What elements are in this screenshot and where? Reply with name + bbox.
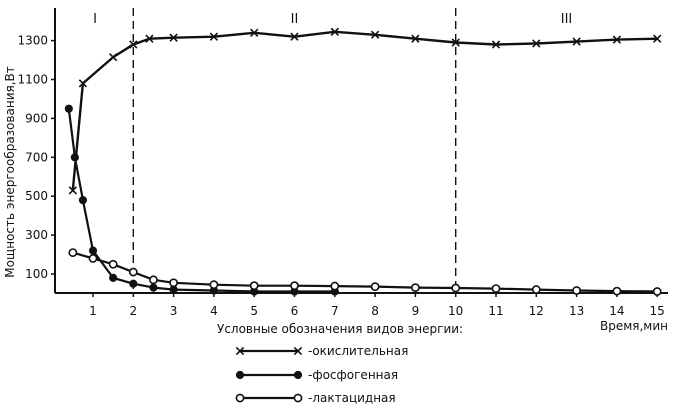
- open-circle-marker: [370, 282, 380, 292]
- open-circle-marker: [612, 286, 622, 296]
- x-tick-label: 11: [488, 304, 503, 318]
- phosphagen-series-line: [67, 108, 335, 293]
- filled-circle-marker: [129, 279, 138, 288]
- y-tick-label: 100: [25, 267, 48, 281]
- x-axis-label: Время,мин: [600, 319, 668, 333]
- open-circle-marker: [410, 283, 420, 293]
- open-circle-marker: [572, 286, 581, 295]
- legend-phosphagen: -фосфогенная: [235, 368, 398, 382]
- open-circle-marker: [290, 281, 299, 291]
- cross-marker: [491, 40, 501, 49]
- x-tick-label: 9: [412, 304, 420, 318]
- cross-marker: [290, 32, 299, 41]
- cross-marker: [532, 39, 541, 48]
- open-circle-marker: [451, 283, 461, 293]
- x-tick-label: 5: [250, 304, 258, 318]
- oxidative-series-line: [71, 30, 658, 191]
- x-tick-label: 4: [210, 304, 218, 318]
- y-tick-label: 1300: [17, 34, 48, 48]
- filled-circle-marker: [88, 246, 98, 255]
- cross-marker: [293, 346, 303, 356]
- x-tick-label: 8: [371, 304, 379, 318]
- cross-marker: [108, 52, 118, 62]
- open-circle-marker: [88, 254, 98, 263]
- x-tick-label: 7: [331, 304, 339, 318]
- filled-circle-marker: [293, 370, 303, 380]
- x-tick-label: 1: [89, 304, 97, 318]
- y-tick-label: 300: [25, 228, 48, 242]
- open-circle-marker: [108, 259, 118, 269]
- cross-marker: [250, 28, 259, 37]
- cross-marker: [612, 35, 622, 44]
- cross-marker: [68, 186, 78, 195]
- zone-label: II: [291, 12, 299, 27]
- open-circle-marker: [491, 284, 501, 293]
- open-circle-marker: [128, 267, 138, 277]
- x-tick-label: 6: [291, 304, 299, 318]
- open-circle-marker: [531, 285, 541, 294]
- x-tick-label: 2: [129, 304, 137, 318]
- zones-layer: I II III: [93, 8, 572, 293]
- legend-label: -окислительная: [308, 344, 408, 358]
- open-circle-marker: [652, 287, 662, 296]
- cross-marker: [411, 34, 420, 43]
- y-tick-label: 500: [25, 189, 48, 203]
- x-tick-label: 14: [609, 304, 624, 318]
- filled-circle-marker: [149, 283, 158, 292]
- cross-marker: [330, 27, 339, 37]
- x-tick-label: 12: [529, 304, 544, 318]
- cross-marker: [451, 38, 460, 47]
- legend-oxidative: -окислительная: [235, 344, 408, 358]
- zone-label: III: [561, 12, 573, 27]
- legend-label: -лактацидная: [308, 391, 396, 405]
- filled-circle-marker: [235, 370, 245, 380]
- y-tick-label: 900: [25, 111, 48, 125]
- cross-marker: [209, 32, 219, 41]
- open-circle-marker: [149, 275, 158, 285]
- series-layer: [64, 27, 662, 296]
- cross-marker: [370, 30, 380, 39]
- lactic-series-line: [72, 251, 658, 293]
- legend-label: -фосфогенная: [308, 368, 398, 382]
- cross-marker: [235, 346, 245, 356]
- cross-marker: [129, 40, 138, 49]
- filled-circle-marker: [78, 195, 88, 205]
- cross-marker: [653, 34, 662, 43]
- y-tick-label: 700: [25, 150, 48, 164]
- legend-layer: -окислительная -фосфогенная -лактацидная: [235, 344, 408, 405]
- filled-circle-marker: [64, 104, 73, 113]
- x-tick-label: 3: [170, 304, 178, 318]
- cross-marker: [169, 33, 178, 42]
- open-circle-marker: [293, 393, 303, 403]
- open-circle-marker: [169, 278, 178, 288]
- cross-marker: [145, 34, 154, 43]
- open-circle-marker: [68, 248, 78, 258]
- filled-circle-marker: [109, 273, 118, 282]
- filled-circle-marker: [70, 153, 79, 162]
- open-circle-marker: [330, 281, 340, 291]
- legend-title: Условные обозначения видов энергии:: [217, 322, 463, 336]
- zone-label: I: [93, 12, 97, 27]
- open-circle-marker: [209, 280, 219, 290]
- cross-marker: [572, 37, 581, 46]
- x-tick-label: 15: [650, 304, 665, 318]
- legend-lactic: -лактацидная: [235, 391, 396, 405]
- x-tick-label: 10: [448, 304, 463, 318]
- x-tick-label: 13: [569, 304, 584, 318]
- open-circle-marker: [235, 393, 245, 403]
- cross-marker: [78, 79, 88, 88]
- y-axis-label: Мощность энергообразования,Вт: [3, 66, 17, 278]
- y-tick-label: 1100: [17, 73, 48, 87]
- open-circle-marker: [249, 281, 259, 291]
